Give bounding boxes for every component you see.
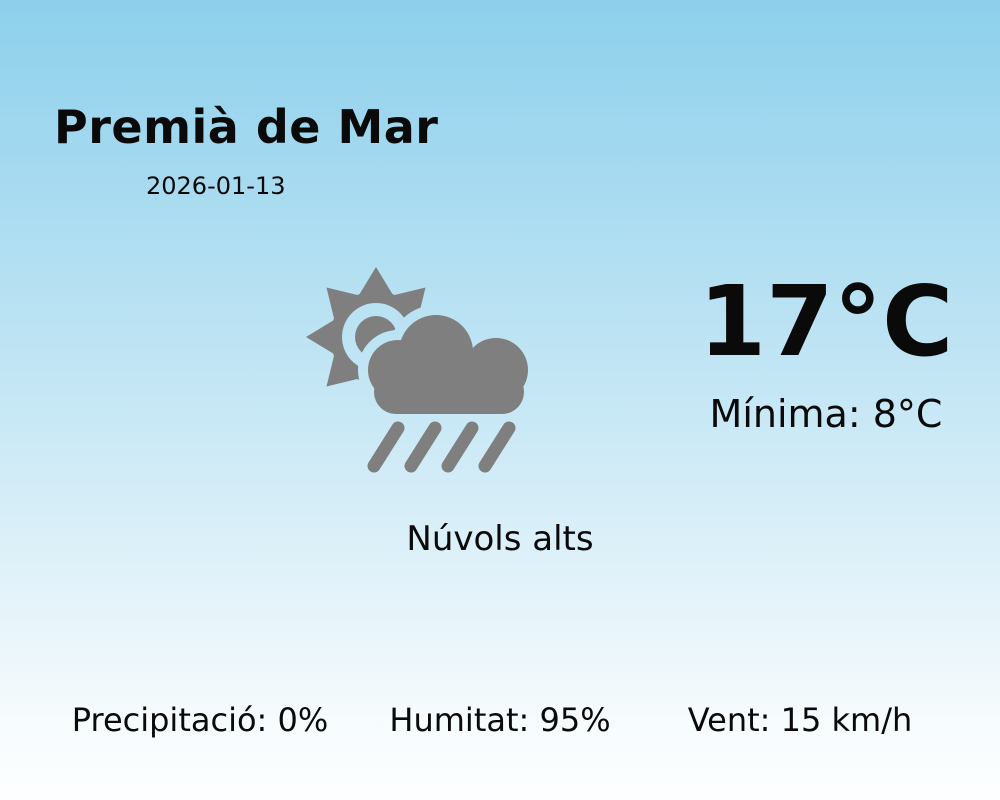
humidity-stat: Humitat: 95% <box>389 701 611 739</box>
rain-icon <box>367 421 516 473</box>
current-temperature: 17°C <box>698 265 954 378</box>
stats-row: Precipitació: 0% Humitat: 95% Vent: 15 k… <box>0 701 1000 753</box>
cloud-icon <box>368 315 528 414</box>
weather-icon <box>296 254 536 474</box>
minimum-temperature: Mínima: 8°C <box>709 391 943 436</box>
wind-stat: Vent: 15 km/h <box>687 701 913 739</box>
temperature-block: 17°C Mínima: 8°C <box>650 265 1000 436</box>
forecast-date: 2026-01-13 <box>146 172 286 200</box>
precipitation-stat: Precipitació: 0% <box>71 701 329 739</box>
sun-cloud-rain-icon <box>306 267 528 473</box>
location-title: Premià de Mar <box>54 100 439 154</box>
condition-text: Núvols alts <box>406 519 594 559</box>
